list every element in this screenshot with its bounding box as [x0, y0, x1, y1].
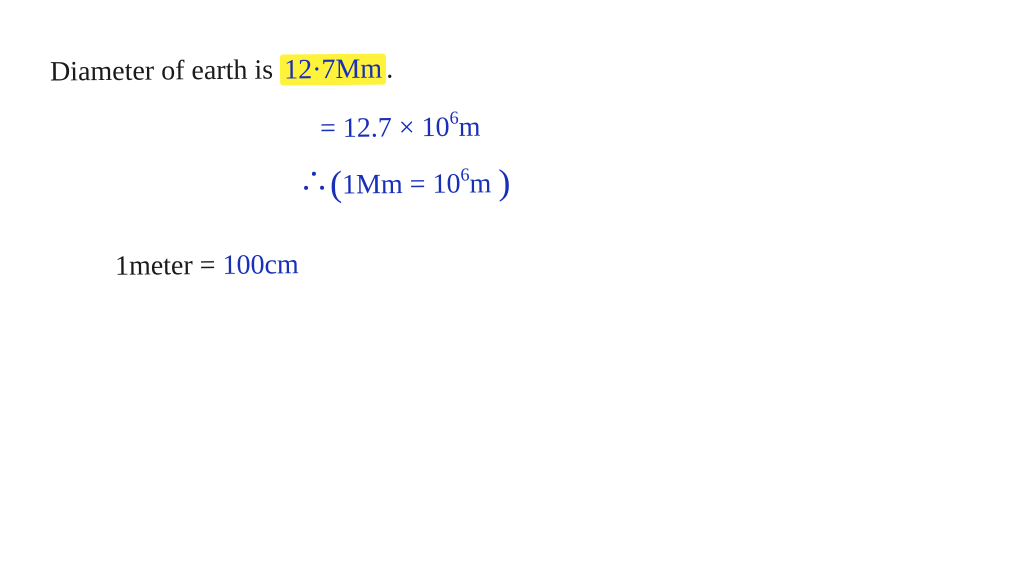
paren-open: (	[330, 164, 342, 204]
line-2: = 12.7 × 106m	[320, 109, 481, 145]
line-3-inner1: 1Mm = 10	[342, 169, 461, 201]
line-3: (1Mm = 106m )	[300, 159, 511, 203]
paren-close: )	[498, 162, 510, 202]
line-2-exp: 6	[449, 107, 458, 127]
line-1-prefix: Diameter of earth is	[50, 54, 280, 87]
line-3-inner2: m	[469, 168, 498, 199]
line-4-rhs: 100cm	[215, 249, 298, 281]
line-2-text: = 12.7 × 10	[320, 112, 450, 144]
line-1: Diameter of earth is 12·7Mm.	[50, 54, 393, 89]
line-2-suffix: m	[459, 112, 481, 143]
line-3-exp: 6	[460, 164, 469, 184]
line-4-lhs: 1meter =	[115, 250, 216, 282]
line-1-suffix: .	[386, 54, 393, 85]
therefore-icon	[300, 172, 330, 194]
line-1-highlight: 12·7Mm	[280, 54, 386, 86]
handwriting-canvas: Diameter of earth is 12·7Mm. = 12.7 × 10…	[0, 0, 1024, 576]
line-4: 1meter = 100cm	[115, 249, 299, 283]
